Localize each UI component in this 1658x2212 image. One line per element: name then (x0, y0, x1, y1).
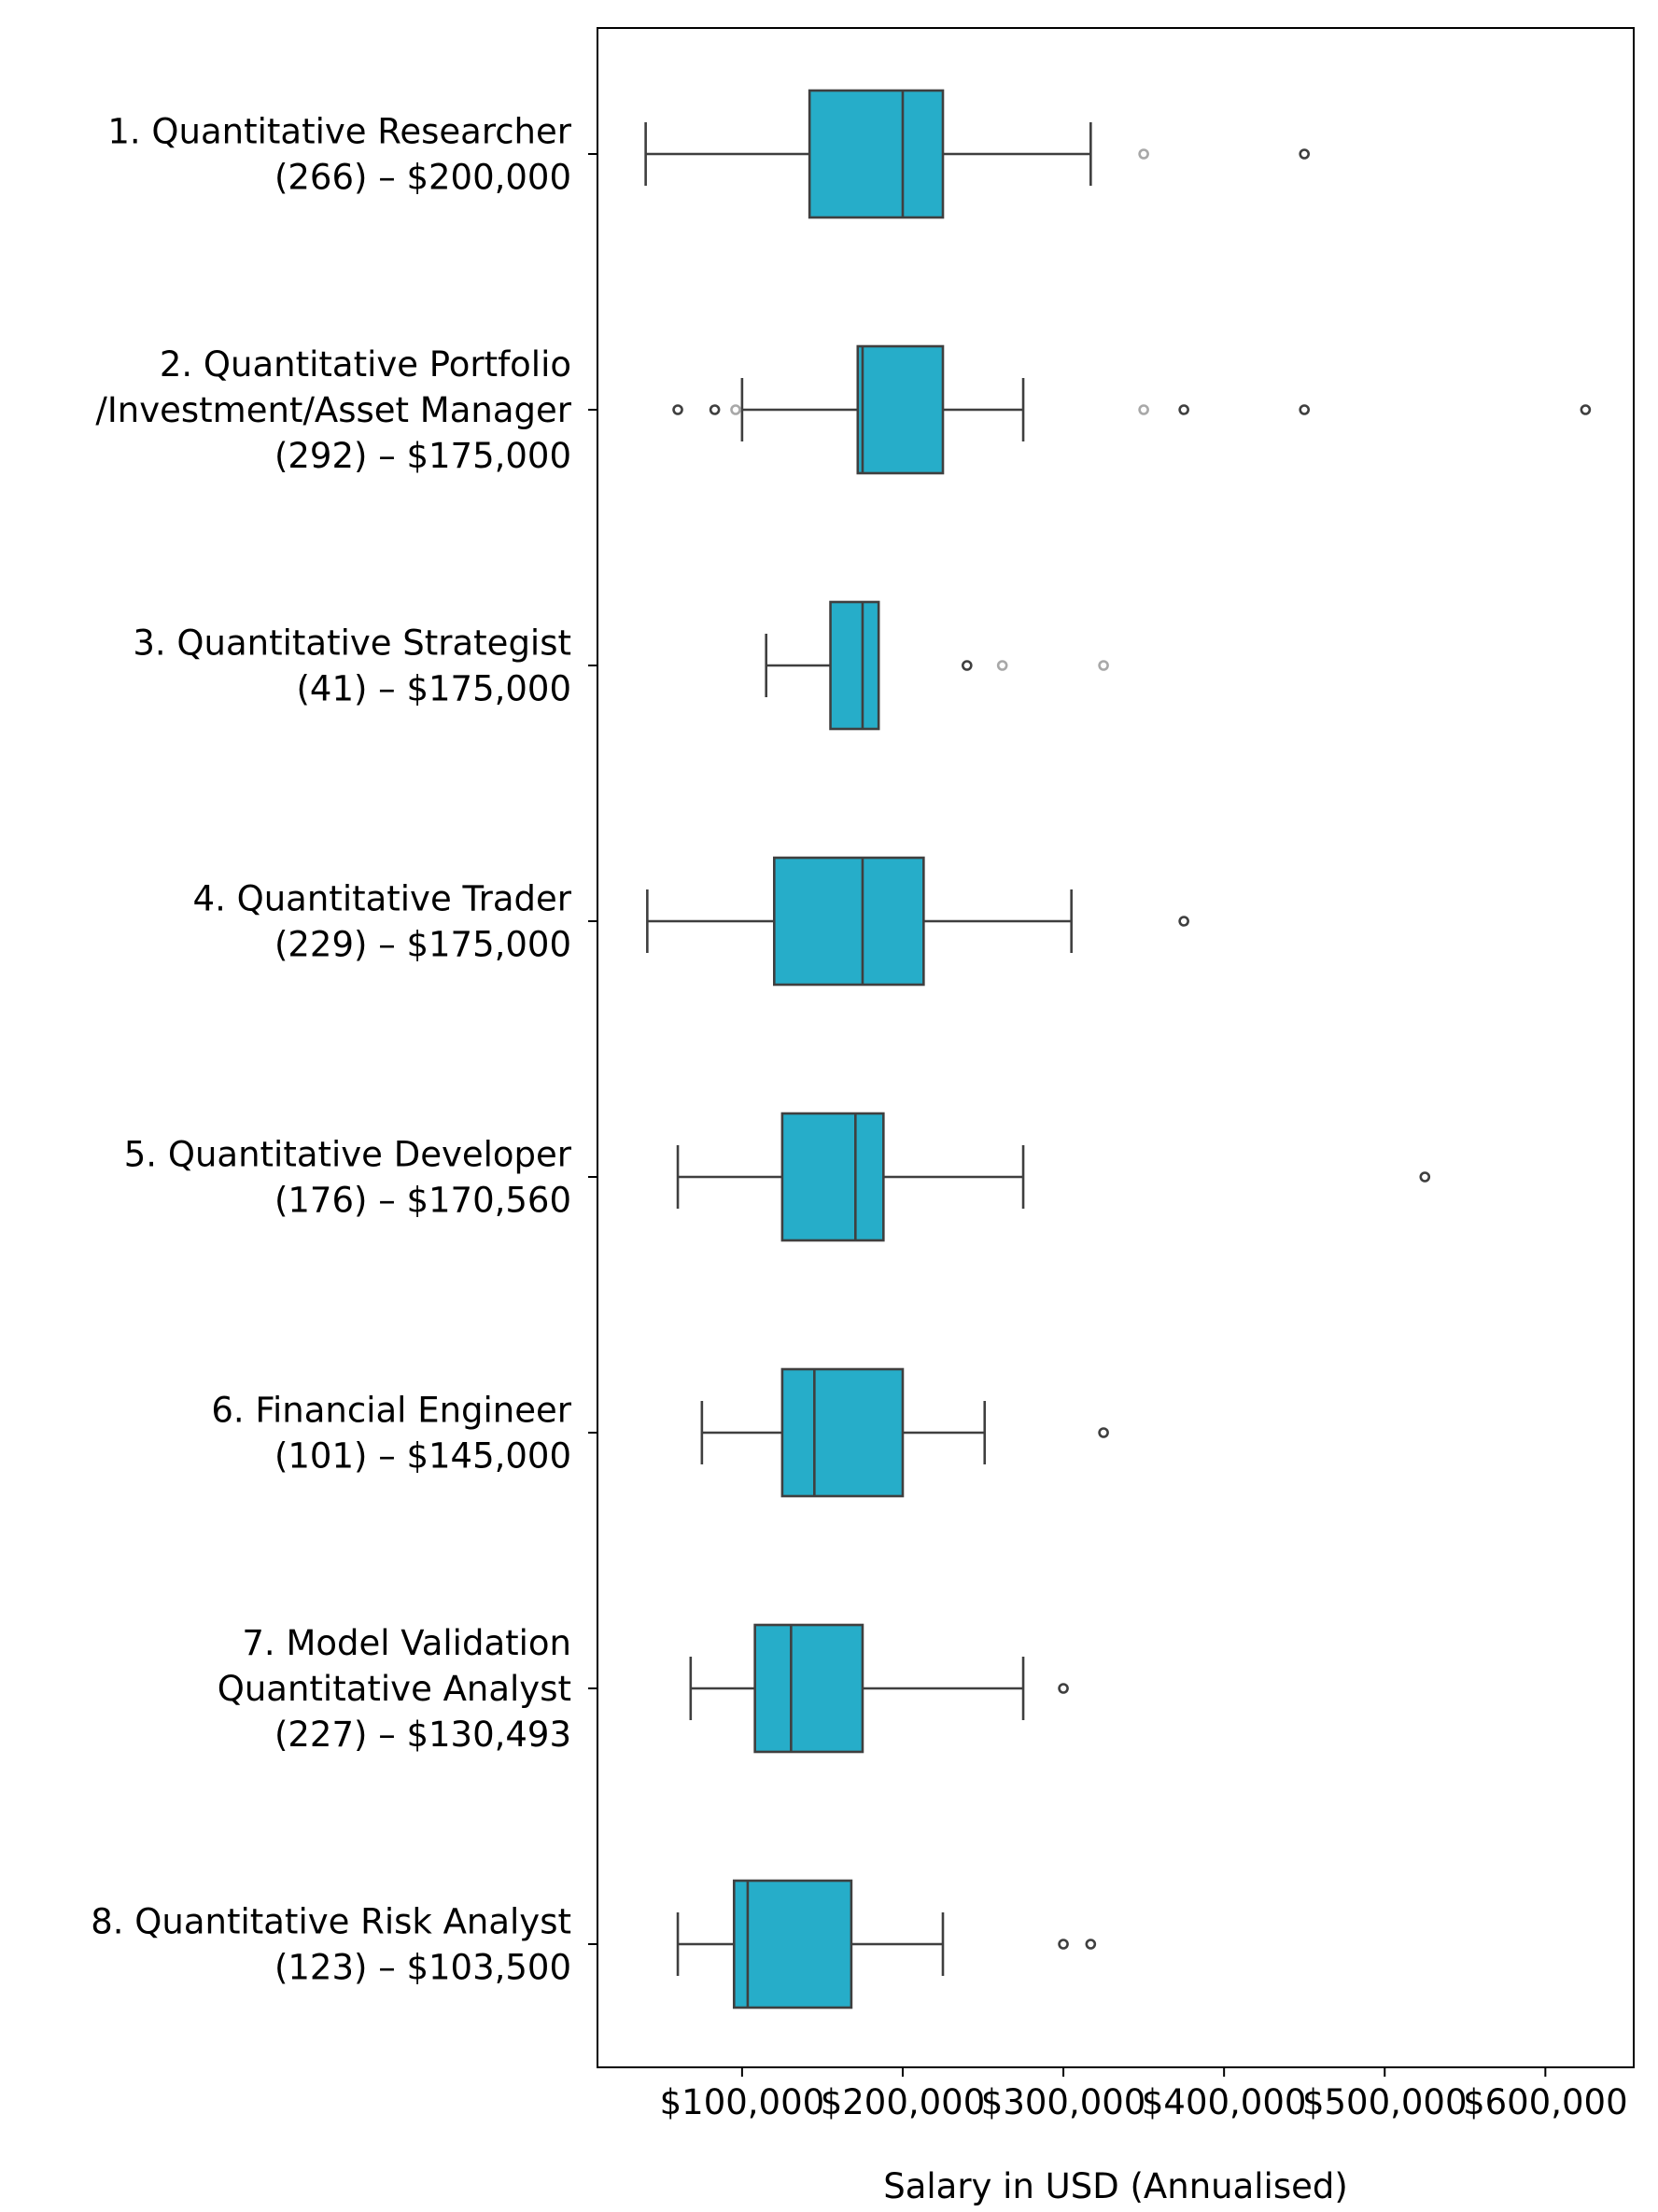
outlier-point-2-3 (730, 404, 741, 415)
outlier-point-2-2 (709, 404, 721, 415)
category-label-line: 3. Quantitative Strategist (133, 623, 571, 664)
outlier-point-8-2 (1085, 1939, 1097, 1950)
outlier-point-5-1 (1419, 1171, 1431, 1183)
outlier-point-3-3 (1098, 660, 1109, 671)
category-label-line: 4. Quantitative Trader (193, 879, 572, 919)
category-label-3: 3. Quantitative Strategist (41) – $175,00… (133, 623, 571, 709)
outlier-point-2-4 (1138, 404, 1149, 415)
category-label-2: 2. Quantitative Portfolio/Investment/Ass… (95, 344, 571, 476)
chart-marks: 1. Quantitative Researcher (266) – $200,0… (91, 89, 1628, 2122)
category-label-line: (176) – $170,560 (274, 1181, 571, 1221)
box-3 (829, 600, 880, 731)
category-label-line: 7. Model Validation (242, 1623, 571, 1663)
box-2 (856, 344, 945, 475)
category-label-line: (123) – $103,500 (274, 1948, 571, 1988)
box-7 (753, 1623, 864, 1754)
outlier-point-6-1 (1098, 1427, 1109, 1438)
outlier-point-3-2 (996, 660, 1008, 671)
category-label-line: (41) – $175,000 (296, 669, 571, 709)
category-label-line: Quantitative Analyst (218, 1669, 571, 1709)
x-tick-label-6: $600,000 (1463, 2082, 1628, 2122)
category-label-7: 7. Model Validation Quantitative Analyst (… (218, 1623, 571, 1755)
box-6 (780, 1367, 905, 1498)
x-tick-label-4: $400,000 (1142, 2082, 1307, 2122)
category-label-5: 5. Quantitative Developer (176) – $170,56… (124, 1135, 572, 1221)
x-tick-label-1: $100,000 (660, 2082, 825, 2122)
outlier-point-3-1 (962, 660, 973, 671)
category-label-line: (101) – $145,000 (274, 1436, 571, 1477)
x-axis-label: Salary in USD (Annualised) (883, 2166, 1348, 2206)
outlier-point-4-1 (1178, 916, 1189, 927)
outlier-point-2-6 (1299, 404, 1311, 415)
category-label-line: 5. Quantitative Developer (124, 1135, 572, 1175)
category-label-8: 8. Quantitative Risk Analyst (123) – $103… (91, 1902, 571, 1988)
box-1 (808, 89, 945, 219)
x-tick-label-3: $300,000 (981, 2082, 1146, 2122)
outlier-point-2-7 (1580, 404, 1592, 415)
category-label-line: (266) – $200,000 (274, 158, 571, 198)
plot-frame (597, 27, 1635, 2068)
category-label-line: (229) – $175,000 (274, 925, 571, 965)
box-8 (732, 1879, 853, 2009)
outlier-point-1-1 (1138, 148, 1149, 160)
box-5 (780, 1112, 885, 1242)
category-label-4: 4. Quantitative Trader (229) – $175,000 (193, 879, 572, 965)
box-4 (773, 856, 925, 987)
category-label-line: /Investment/Asset Manager (95, 390, 571, 430)
category-label-6: 6. Financial Engineer (101) – $145,000 (211, 1391, 571, 1477)
category-label-line: 1. Quantitative Researcher (107, 112, 571, 152)
outlier-point-1-2 (1299, 148, 1311, 160)
category-label-1: 1. Quantitative Researcher (266) – $200,0… (107, 112, 571, 198)
x-tick-label-2: $200,000 (821, 2082, 986, 2122)
outlier-point-2-1 (672, 404, 683, 415)
category-label-line: 8. Quantitative Risk Analyst (91, 1902, 571, 1942)
x-tick-label-5: $500,000 (1302, 2082, 1468, 2122)
category-label-line: (227) – $130,493 (274, 1715, 571, 1755)
category-label-line: 2. Quantitative Portfolio (160, 344, 571, 385)
category-label-line: 6. Financial Engineer (211, 1391, 571, 1431)
category-label-line: (292) – $175,000 (274, 436, 571, 476)
outlier-point-2-5 (1178, 404, 1189, 415)
outlier-point-8-1 (1058, 1939, 1069, 1950)
outlier-point-7-1 (1058, 1683, 1069, 1694)
